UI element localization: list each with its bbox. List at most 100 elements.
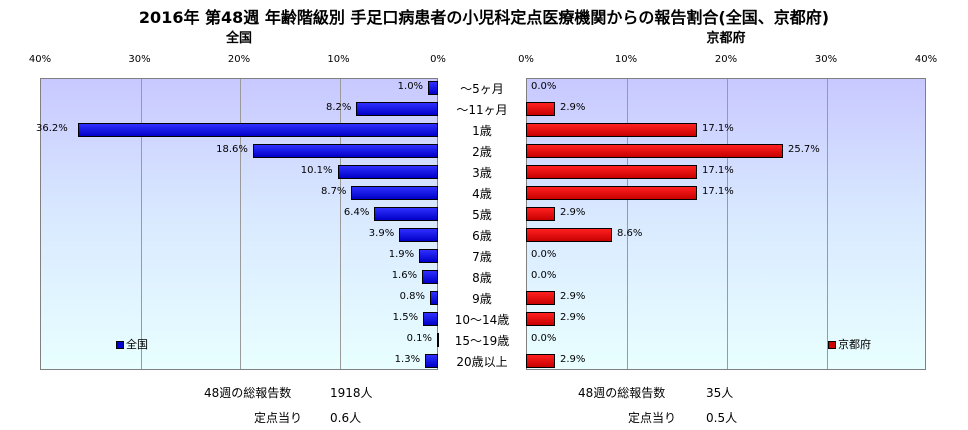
plot-area-national bbox=[40, 78, 438, 370]
bar-kyoto bbox=[526, 312, 555, 326]
data-label-national: 0.1% bbox=[406, 333, 432, 344]
bar-national bbox=[419, 249, 438, 263]
data-label-kyoto: 25.7% bbox=[788, 144, 820, 155]
per-point-value-kyoto: 0.5人 bbox=[706, 411, 738, 425]
data-label-national: 18.6% bbox=[216, 144, 248, 155]
data-label-national: 1.3% bbox=[394, 354, 421, 365]
category-label: 10～14歳 bbox=[454, 313, 510, 327]
bar-kyoto bbox=[526, 144, 783, 158]
category-label: ～5ヶ月 bbox=[460, 82, 504, 96]
gridline-kyoto bbox=[827, 79, 828, 369]
gridline-kyoto bbox=[627, 79, 628, 369]
bar-national bbox=[430, 291, 438, 305]
data-label-national: 10.1% bbox=[300, 165, 333, 176]
tick-label-kyoto: 30% bbox=[814, 54, 838, 65]
tick-label-kyoto: 40% bbox=[914, 54, 938, 65]
bar-national bbox=[356, 102, 438, 116]
category-label: 4歳 bbox=[472, 187, 492, 201]
legend-swatch-national bbox=[116, 341, 124, 349]
bar-national bbox=[428, 81, 438, 95]
tick-label-kyoto: 0% bbox=[518, 54, 534, 65]
data-label-kyoto: 8.6% bbox=[617, 228, 643, 239]
data-label-kyoto: 17.1% bbox=[702, 186, 734, 197]
bar-kyoto bbox=[526, 123, 697, 137]
data-label-national: 1.5% bbox=[392, 312, 419, 323]
data-label-national: 1.6% bbox=[391, 270, 418, 281]
gridline-kyoto bbox=[727, 79, 728, 369]
bar-national bbox=[423, 312, 438, 326]
per-point-value-national: 0.6人 bbox=[330, 411, 362, 425]
bar-national bbox=[437, 333, 439, 347]
category-label: 20歳以上 bbox=[456, 355, 508, 369]
plot-area-kyoto bbox=[526, 78, 926, 370]
data-label-national: 1.0% bbox=[397, 81, 424, 92]
legend-national: 全国 bbox=[116, 336, 148, 352]
tick-label-kyoto: 10% bbox=[614, 54, 638, 65]
tick-label-national: 40% bbox=[28, 54, 52, 65]
total-reports-value-kyoto: 35人 bbox=[706, 386, 734, 400]
legend-label-national: 全国 bbox=[126, 338, 148, 351]
category-label: 2歳 bbox=[472, 145, 492, 159]
bar-kyoto bbox=[526, 207, 555, 221]
total-reports-label-kyoto: 48週の総報告数 bbox=[578, 386, 666, 400]
panel-title-national: 全国 bbox=[225, 31, 252, 46]
panel-title-kyoto: 京都府 bbox=[706, 31, 746, 46]
data-label-kyoto: 0.0% bbox=[531, 270, 557, 281]
category-label: 6歳 bbox=[472, 229, 492, 243]
legend-label-kyoto: 京都府 bbox=[838, 338, 871, 351]
category-label: 1歳 bbox=[472, 124, 492, 138]
tick-label-kyoto: 20% bbox=[714, 54, 738, 65]
data-label-national: 8.7% bbox=[321, 186, 347, 197]
data-label-kyoto: 17.1% bbox=[702, 123, 734, 134]
per-point-label-kyoto: 定点当り bbox=[628, 411, 677, 425]
data-label-national: 0.8% bbox=[399, 291, 426, 302]
data-label-kyoto: 2.9% bbox=[560, 291, 586, 302]
total-reports-label-national: 48週の総報告数 bbox=[204, 386, 292, 400]
gridline-national bbox=[339, 79, 341, 369]
bar-kyoto bbox=[526, 291, 555, 305]
data-label-kyoto: 0.0% bbox=[531, 81, 557, 92]
category-label: 8歳 bbox=[472, 271, 492, 285]
category-label: 7歳 bbox=[472, 250, 492, 264]
data-label-national: 1.9% bbox=[388, 249, 415, 260]
category-label: 9歳 bbox=[472, 292, 492, 306]
category-label: 5歳 bbox=[472, 208, 492, 222]
total-reports-value-national: 1918人 bbox=[330, 386, 373, 400]
data-label-national: 36.2% bbox=[36, 123, 68, 134]
chart-title: 2016年 第48週 年齢階級別 手足口病患者の小児科定点医療機関からの報告割合… bbox=[138, 8, 830, 27]
category-label: 15～19歳 bbox=[454, 334, 510, 348]
tick-label-national: 20% bbox=[227, 54, 251, 65]
bar-national bbox=[351, 186, 438, 200]
data-label-kyoto: 17.1% bbox=[702, 165, 734, 176]
bar-national bbox=[425, 354, 438, 368]
bar-kyoto bbox=[526, 165, 697, 179]
data-label-national: 6.4% bbox=[343, 207, 370, 218]
data-label-kyoto: 0.0% bbox=[531, 333, 557, 344]
bar-national bbox=[422, 270, 438, 284]
legend-swatch-kyoto bbox=[828, 341, 836, 349]
bar-kyoto bbox=[526, 228, 612, 242]
data-label-kyoto: 2.9% bbox=[560, 102, 586, 113]
bar-national bbox=[77, 123, 438, 137]
per-point-label-national: 定点当り bbox=[254, 411, 303, 425]
data-label-kyoto: 2.9% bbox=[560, 207, 586, 218]
data-label-national: 3.9% bbox=[368, 228, 395, 239]
data-label-kyoto: 0.0% bbox=[531, 249, 557, 260]
bar-national bbox=[252, 144, 438, 158]
data-label-national: 8.2% bbox=[326, 102, 352, 113]
bar-national bbox=[399, 228, 438, 242]
data-label-kyoto: 2.9% bbox=[560, 354, 586, 365]
tick-label-national: 0% bbox=[430, 54, 446, 65]
category-label: ～11ヶ月 bbox=[456, 103, 508, 117]
data-label-kyoto: 2.9% bbox=[560, 312, 586, 323]
tick-label-national: 10% bbox=[327, 54, 350, 65]
legend-kyoto: 京都府 bbox=[828, 336, 871, 352]
category-label: 3歳 bbox=[472, 166, 492, 180]
bar-national bbox=[337, 165, 438, 179]
bar-kyoto bbox=[526, 186, 697, 200]
gridline-national bbox=[140, 79, 142, 369]
bar-kyoto bbox=[526, 102, 555, 116]
gridline-national bbox=[240, 79, 241, 369]
bar-national bbox=[374, 207, 438, 221]
tick-label-national: 30% bbox=[128, 54, 151, 65]
